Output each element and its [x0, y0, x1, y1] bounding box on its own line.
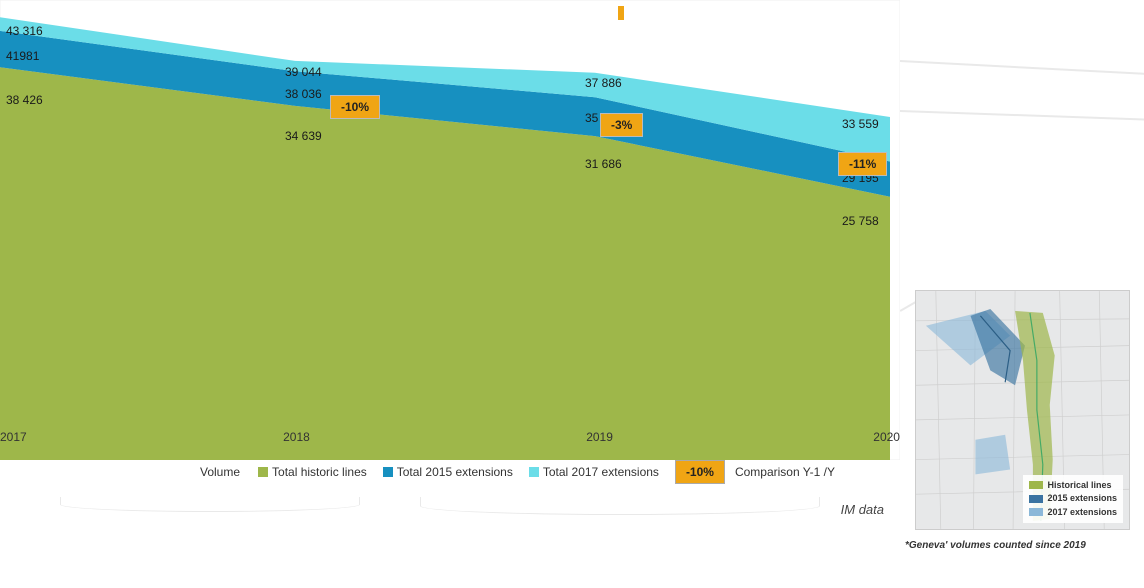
legend-label: Total historic lines	[272, 465, 367, 479]
bg-sweep	[420, 497, 820, 515]
x-axis: 2017 2018 2019 2020	[0, 430, 900, 450]
value-label: 38 036	[285, 87, 322, 101]
legend-comparison-label: Comparison Y-1 /Y	[735, 465, 835, 479]
comparison-badge: -3%	[600, 113, 643, 137]
value-label: 31 686	[585, 157, 622, 171]
map-legend: Historical lines 2015 extensions 2017 ex…	[1023, 475, 1123, 524]
x-tick: 2019	[586, 430, 613, 450]
legend-title: Volume	[200, 465, 240, 479]
footnote: *Geneva' volumes counted since 2019	[905, 540, 1086, 551]
value-label: 39 044	[285, 65, 322, 79]
comparison-badge: -10%	[330, 95, 380, 119]
swatch	[383, 467, 393, 477]
legend-item-historic: Total historic lines	[258, 465, 367, 479]
legend-label: Total 2017 extensions	[543, 465, 659, 479]
legend-comparison-badge: -10%	[675, 460, 725, 484]
bg-sweep	[60, 497, 360, 512]
value-label: 25 758	[842, 214, 879, 228]
legend-label: Total 2015 extensions	[397, 465, 513, 479]
value-label: 33 559	[842, 117, 879, 131]
marker-tick	[618, 6, 624, 20]
legend-item-2017: Total 2017 extensions	[529, 465, 659, 479]
x-tick: 2017	[0, 430, 27, 450]
map-legend-item: 2017 extensions	[1029, 506, 1117, 520]
legend-item-2015: Total 2015 extensions	[383, 465, 513, 479]
swatch	[529, 467, 539, 477]
value-label: 37 886	[585, 76, 622, 90]
x-tick: 2018	[283, 430, 310, 450]
x-tick: 2020	[873, 430, 900, 450]
bg-sweep	[900, 60, 1144, 75]
legend: Volume Total historic lines Total 2015 e…	[200, 460, 900, 484]
value-label: 38 426	[6, 93, 43, 107]
value-label: 34 639	[285, 129, 322, 143]
map-legend-item: 2015 extensions	[1029, 492, 1117, 506]
comparison-badge: -11%	[838, 152, 887, 176]
volume-area-chart: 43 31639 04437 88633 5594198138 03635 48…	[0, 0, 900, 460]
swatch	[258, 467, 268, 477]
value-label: 41981	[6, 49, 39, 63]
bg-sweep	[900, 110, 1144, 120]
value-label: 43 316	[6, 24, 43, 38]
corridor-map-thumbnail: Historical lines 2015 extensions 2017 ex…	[915, 290, 1130, 530]
source-label: IM data	[841, 502, 884, 517]
map-legend-item: Historical lines	[1029, 479, 1117, 493]
